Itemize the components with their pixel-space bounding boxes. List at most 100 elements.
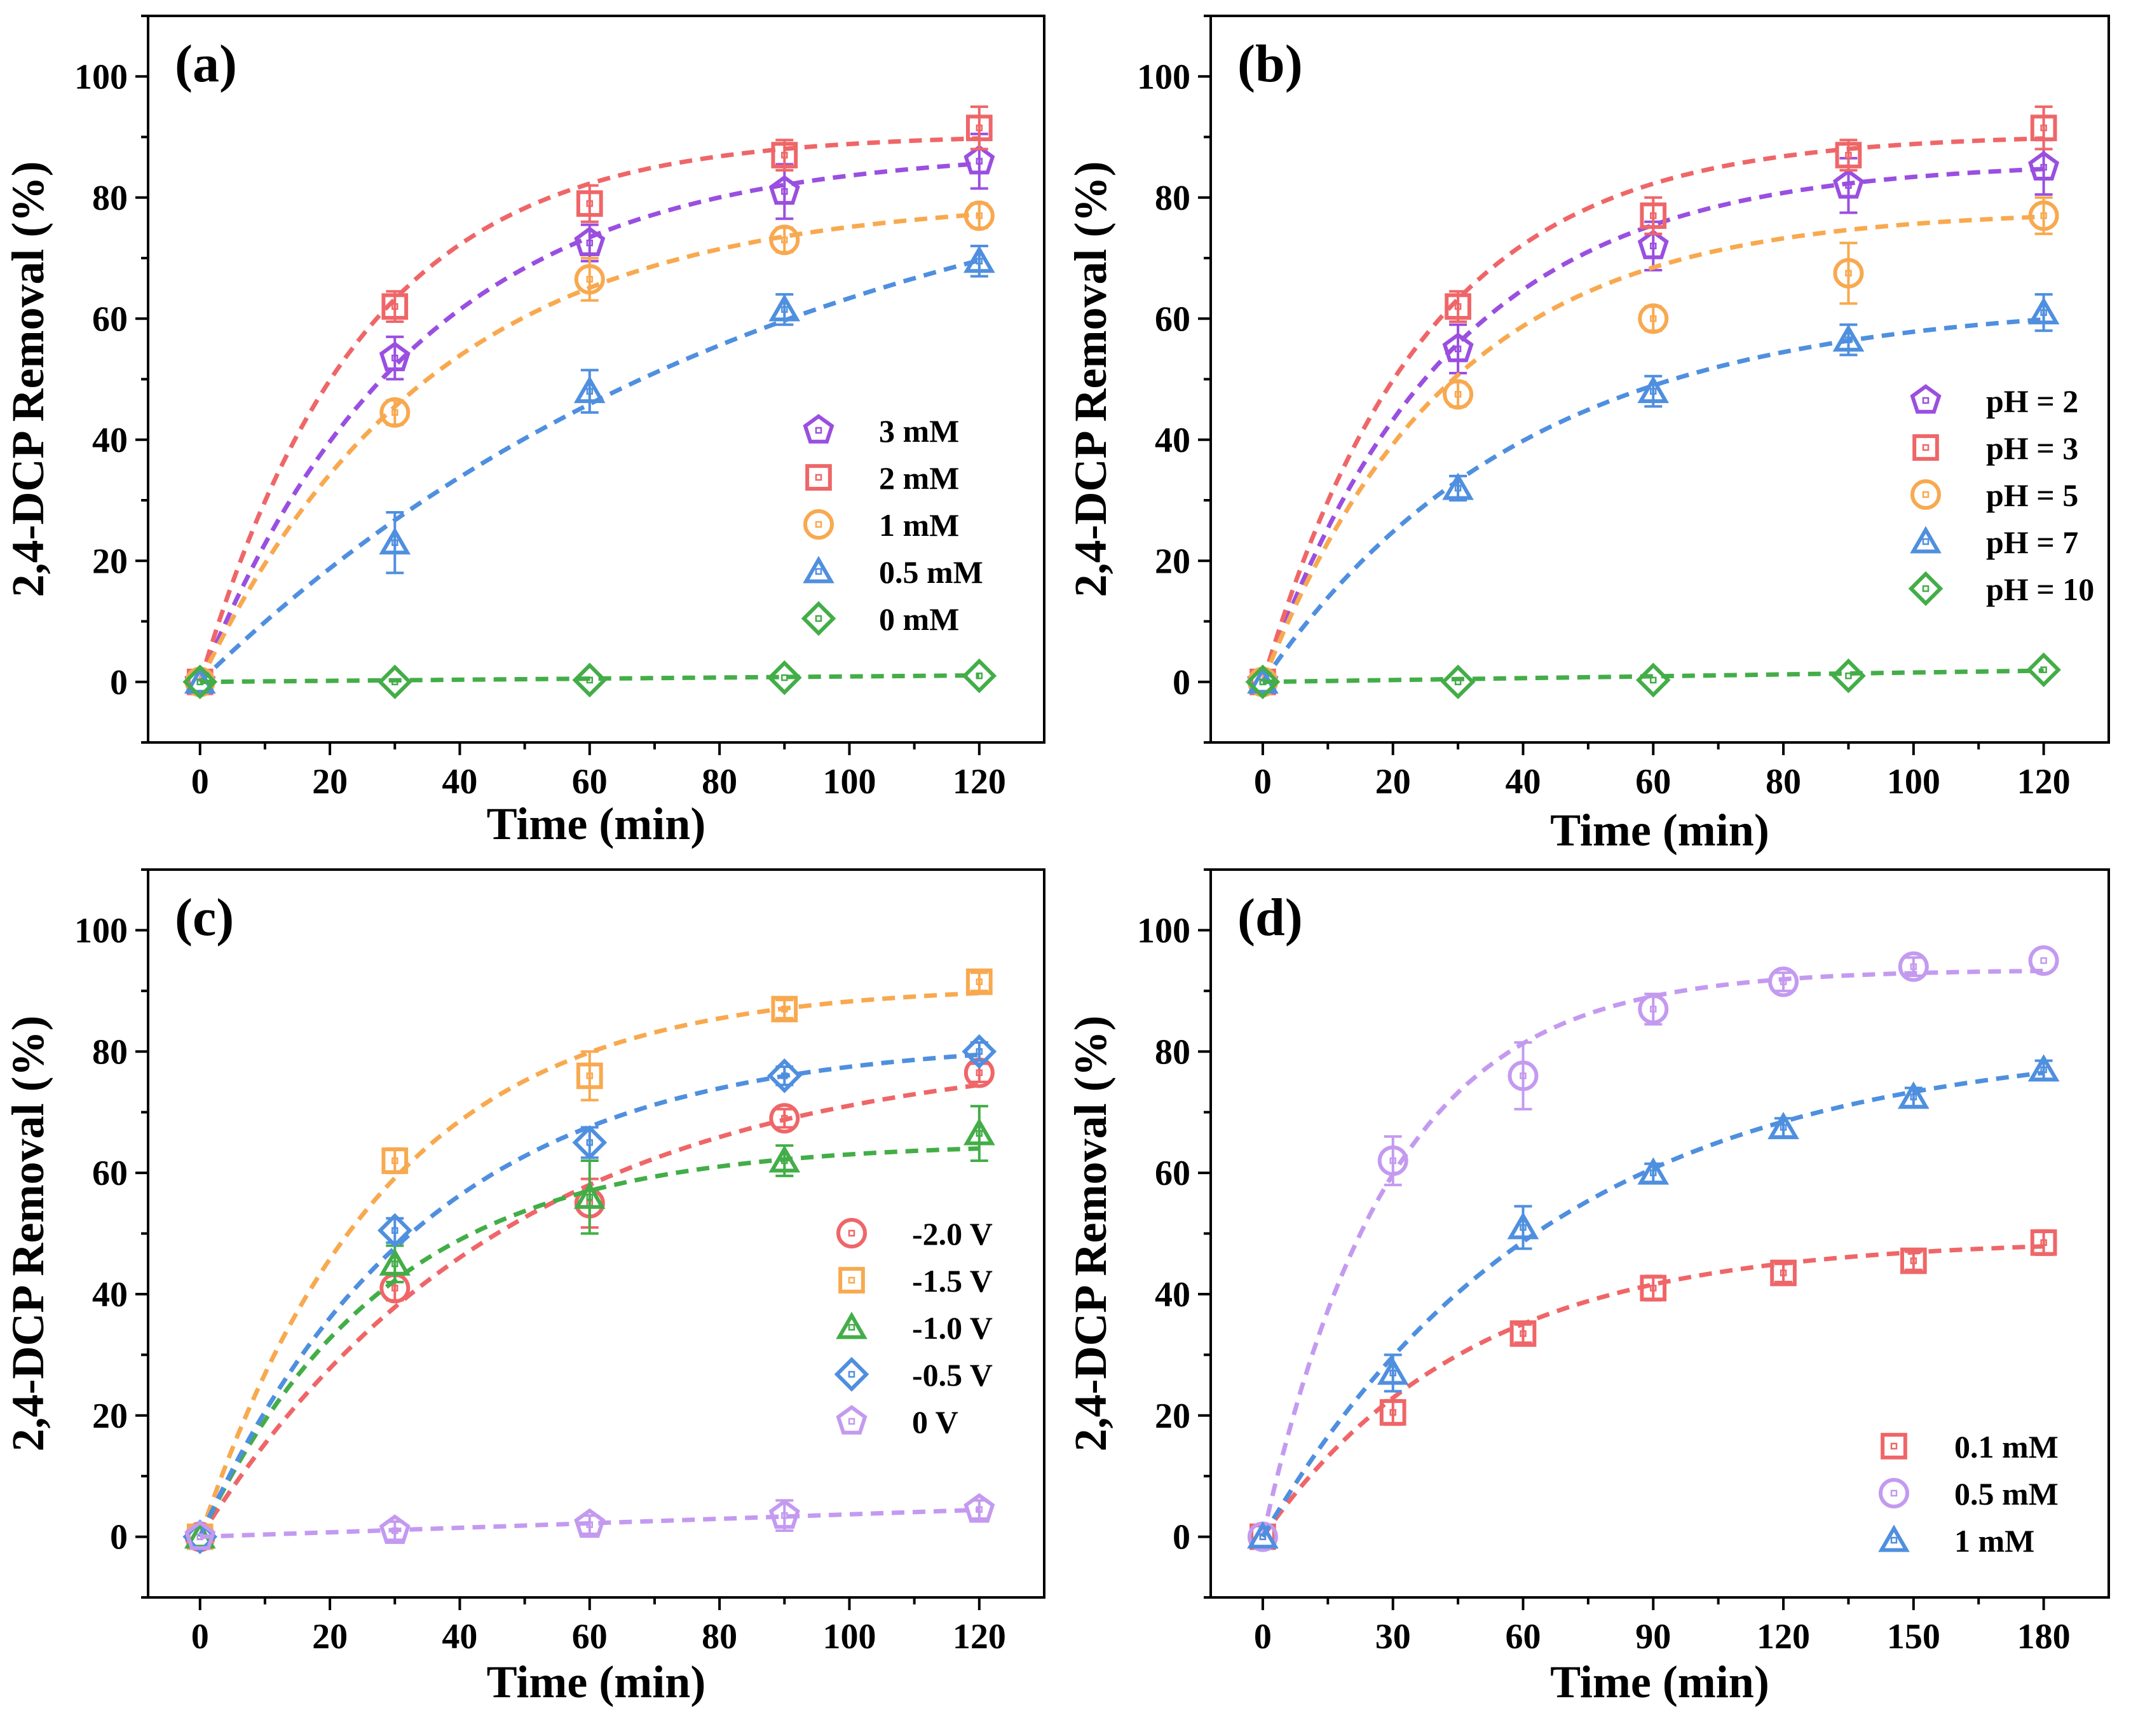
legend-label: pH = 2	[1986, 383, 2078, 419]
legend-marker-center	[848, 1229, 855, 1237]
x-axis-label: Time (min)	[1550, 805, 1769, 856]
data-point	[379, 527, 411, 555]
data-point-shape	[379, 1248, 411, 1276]
y-tick-label: 60	[92, 1154, 128, 1193]
data-point-shape	[377, 1213, 412, 1248]
legend-marker-shape	[1908, 571, 1944, 606]
data-point-center	[976, 124, 983, 132]
data-point	[1770, 1259, 1797, 1287]
data-point-center	[391, 303, 398, 310]
legend-marker	[1878, 1524, 1910, 1552]
data-point-center	[976, 257, 983, 265]
y-tick-label: 100	[1137, 57, 1190, 97]
data-point-center	[1259, 678, 1267, 685]
data-point	[963, 1117, 995, 1145]
data-point-shape	[1832, 168, 1864, 199]
data-point	[574, 264, 605, 295]
data-point-shape	[963, 144, 995, 175]
data-point-shape	[1898, 951, 1929, 982]
data-point-center	[2040, 309, 2047, 316]
fit-line	[198, 136, 979, 683]
data-point	[965, 114, 993, 142]
legend-marker-shape	[803, 556, 834, 584]
data-point-center	[976, 1048, 983, 1055]
data-point-shape	[963, 245, 995, 273]
x-tick-label: 30	[1375, 1617, 1411, 1657]
legend-marker-center	[815, 615, 822, 622]
x-tick-label: 20	[312, 762, 348, 802]
legend: pH = 2 pH = 3 pH = 5 pH = 7 pH = 10	[1908, 383, 2094, 607]
data-point-shape	[1245, 664, 1281, 700]
data-point-center	[1389, 1409, 1396, 1416]
legend-marker-center	[848, 1370, 855, 1378]
data-point	[573, 1181, 606, 1209]
series-2	[186, 105, 993, 695]
data-point-shape	[2028, 945, 2059, 976]
x-tick-label: 0	[1254, 1617, 1272, 1657]
data-point-shape	[766, 1058, 802, 1093]
data-point	[1442, 472, 1474, 500]
y-tick-label: 80	[1155, 1032, 1190, 1072]
data-point	[381, 1147, 409, 1174]
x-tick-label: 90	[1635, 1617, 1671, 1657]
x-tick-label: 120	[1757, 1617, 1810, 1657]
x-tick-label: 60	[572, 1617, 608, 1657]
y-tick-label: 0	[110, 663, 128, 702]
data-point-shape	[182, 664, 218, 700]
legend-label: 1 mM	[1954, 1523, 2034, 1559]
data-point	[572, 1125, 608, 1160]
data-point-center	[1845, 270, 1852, 277]
data-point-shape	[1377, 1145, 1408, 1176]
data-point	[1247, 1521, 1279, 1549]
x-axis-label: Time (min)	[1550, 1657, 1769, 1707]
data-point-shape	[574, 264, 605, 295]
data-point-center	[1845, 672, 1852, 680]
data-point-shape	[1638, 994, 1669, 1025]
data-point	[962, 658, 997, 694]
data-point-center	[1454, 678, 1462, 685]
data-point-shape	[771, 142, 798, 168]
data-point-shape	[379, 527, 411, 555]
y-tick-label: 100	[1137, 911, 1190, 950]
data-point	[1637, 376, 1670, 404]
data-point-shape	[768, 1145, 801, 1173]
panel-c: 0 20 40 60 80 100 120 0 20 40 60 80 100 Time (min) 2,4…	[3, 868, 1045, 1707]
legend-marker	[836, 1218, 867, 1248]
data-point-shape	[1445, 293, 1471, 320]
legend-label: 1 mM	[879, 507, 959, 543]
data-point-shape	[2028, 151, 2060, 181]
data-point-shape	[1638, 303, 1669, 334]
series-5	[182, 658, 997, 700]
legend-marker	[1908, 571, 1944, 606]
plot-frame	[1209, 15, 2110, 744]
data-point	[771, 995, 798, 1023]
data-point-shape	[962, 1034, 997, 1069]
x-tick-label: 80	[1766, 762, 1801, 802]
y-tick-label: 20	[92, 1397, 128, 1436]
legend-marker-center	[815, 474, 822, 481]
legend-marker-center	[815, 427, 822, 434]
data-point	[1637, 229, 1669, 259]
data-point-center	[781, 306, 788, 313]
series-2	[1249, 105, 2057, 695]
fit-line	[198, 990, 979, 1538]
data-point-shape	[1640, 1275, 1667, 1302]
y-tick-label: 20	[1155, 542, 1190, 581]
data-point-shape	[1442, 332, 1474, 362]
legend-label: 3 mM	[879, 413, 959, 449]
legend-marker	[1910, 384, 1942, 414]
data-point	[2030, 114, 2057, 142]
data-point-shape	[1831, 658, 1866, 694]
x-tick-label: 60	[1505, 1617, 1541, 1657]
legend-marker-center	[1922, 491, 1930, 498]
fit-line	[1260, 1070, 2045, 1538]
series-5	[184, 1493, 995, 1550]
fit-line	[198, 258, 980, 684]
data-point-shape	[1900, 1247, 1927, 1275]
series-2	[186, 968, 993, 1550]
data-point-shape	[576, 1062, 603, 1090]
data-point	[1898, 951, 1929, 982]
y-tick-label: 100	[74, 57, 128, 97]
legend-label: pH = 7	[1986, 524, 2078, 560]
data-point-center	[1845, 182, 1852, 189]
